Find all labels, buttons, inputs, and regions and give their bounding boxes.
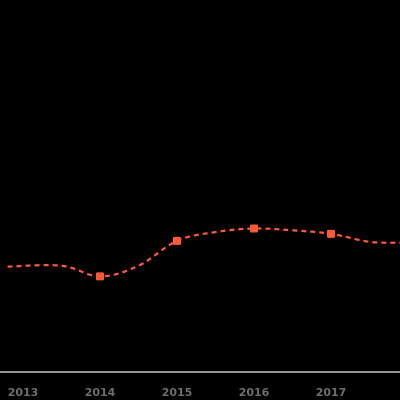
- series-layer: [7, 227, 400, 278]
- data-point-marker: [327, 229, 335, 238]
- marker-layer: [96, 224, 335, 281]
- series-line: [7, 227, 400, 278]
- x-tick-label: 2013: [8, 386, 39, 399]
- x-tick-label: 2017: [316, 386, 347, 399]
- data-point-marker: [173, 236, 181, 245]
- data-point-marker: [250, 224, 258, 233]
- data-point-marker: [96, 272, 104, 281]
- x-tick-labels: 2013 2014 2015 2016 2017 2: [8, 386, 347, 399]
- x-tick-label: 2016: [239, 386, 270, 399]
- x-tick-label: 2014: [85, 386, 116, 399]
- x-tick-label: 2015: [162, 386, 193, 399]
